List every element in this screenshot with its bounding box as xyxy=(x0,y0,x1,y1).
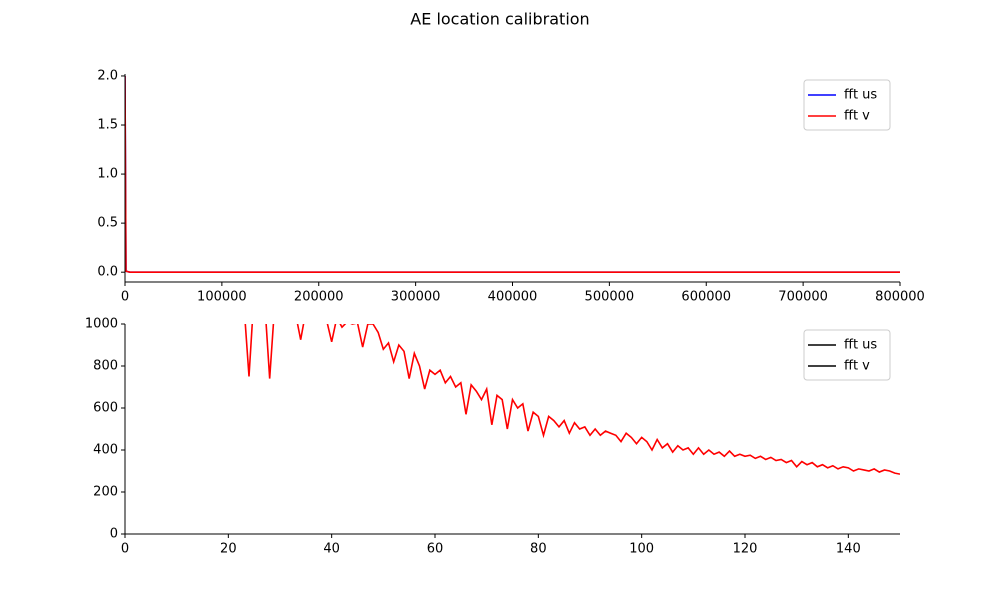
x-tick-label: 500000 xyxy=(585,290,635,305)
legend-label: fft us xyxy=(844,88,877,103)
x-tick-label: 300000 xyxy=(391,290,441,305)
axes: 0 20 40 60 80 100 120 140 0 200 400 600 800 1000 fft u… xyxy=(85,317,900,557)
x-tick-label: 100000 xyxy=(197,290,247,305)
x-tick-label: 60 xyxy=(427,542,444,557)
x-tick-label: 120 xyxy=(733,542,758,557)
x-tick-label: 600000 xyxy=(681,290,731,305)
series-line xyxy=(125,75,900,273)
legend-box xyxy=(803,329,891,381)
x-tick-label: 700000 xyxy=(778,290,828,305)
y-tick-label: 400 xyxy=(93,443,118,458)
x-tick-label: 0 xyxy=(121,290,129,305)
legend-label: fft us xyxy=(844,338,877,353)
axes: 0 100000 200000 300000 400000 500000 600000 700… xyxy=(97,68,925,304)
x-tick-label: 400000 xyxy=(488,290,538,305)
legend-box xyxy=(803,79,891,131)
y-tick-label: 1.5 xyxy=(97,118,118,133)
x-tick-label: 40 xyxy=(323,542,340,557)
y-tick-label: 1000 xyxy=(85,317,118,332)
y-tick-label: 2.0 xyxy=(97,68,118,83)
x-tick-label: 100 xyxy=(629,542,654,557)
legend-label: fft v xyxy=(844,359,870,374)
x-tick-label: 20 xyxy=(220,542,237,557)
y-tick-label: 0 xyxy=(110,527,118,542)
x-tick-label: 200000 xyxy=(294,290,344,305)
figure-title: AE location calibration xyxy=(410,10,589,29)
y-tick-label: 600 xyxy=(93,401,118,416)
legend-label: fft v xyxy=(844,109,870,124)
x-tick-label: 0 xyxy=(121,542,129,557)
y-tick-label: 0.5 xyxy=(97,216,118,231)
y-tick-label: 1.0 xyxy=(97,167,118,182)
series-line xyxy=(244,324,900,475)
x-tick-label: 800000 xyxy=(875,290,925,305)
x-tick-label: 140 xyxy=(836,542,861,557)
y-tick-label: 800 xyxy=(93,359,118,374)
y-tick-label: 200 xyxy=(93,485,118,500)
x-tick-label: 80 xyxy=(530,542,547,557)
y-tick-label: 0.0 xyxy=(97,265,118,280)
series-line xyxy=(125,75,900,273)
